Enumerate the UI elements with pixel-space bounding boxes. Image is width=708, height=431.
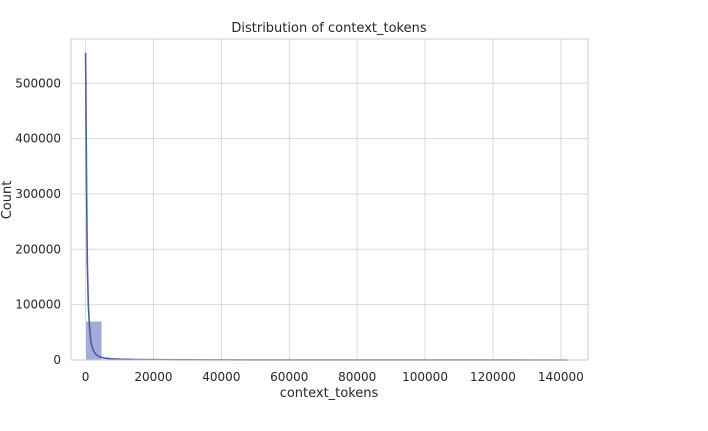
histogram-bars <box>85 320 184 361</box>
plot-frame <box>70 38 589 361</box>
x-tick-label: 120000 <box>470 370 516 384</box>
chart-title: Distribution of context_tokens <box>231 21 426 36</box>
y-tick-label: 100000 <box>15 298 61 312</box>
kde-curve <box>84 52 568 361</box>
x-tick-label: 0 <box>82 370 90 384</box>
x-tick-label: 80000 <box>338 370 376 384</box>
y-tick-label: 0 <box>53 353 61 367</box>
x-tick-label: 100000 <box>402 370 448 384</box>
x-tick-label: 40000 <box>202 370 240 384</box>
x-tick-label: 140000 <box>538 370 584 384</box>
x-axis-label: context_tokens <box>280 386 379 401</box>
histogram-bar <box>85 320 103 361</box>
y-tick-labels: 0 100000 200000 300000 400000 500000 <box>15 76 61 367</box>
y-tick-label: 500000 <box>15 76 61 90</box>
y-axis-label: Count <box>0 181 15 220</box>
grid-lines <box>71 39 588 361</box>
x-tick-label: 60000 <box>270 370 308 384</box>
x-tick-labels: 0 20000 40000 60000 80000 100000 120000 140000 <box>82 370 584 384</box>
y-tick-label: 200000 <box>15 242 61 256</box>
y-tick-label: 300000 <box>15 187 61 201</box>
x-tick-label: 20000 <box>134 370 172 384</box>
y-tick-label: 400000 <box>15 132 61 146</box>
kde-line <box>84 52 568 361</box>
